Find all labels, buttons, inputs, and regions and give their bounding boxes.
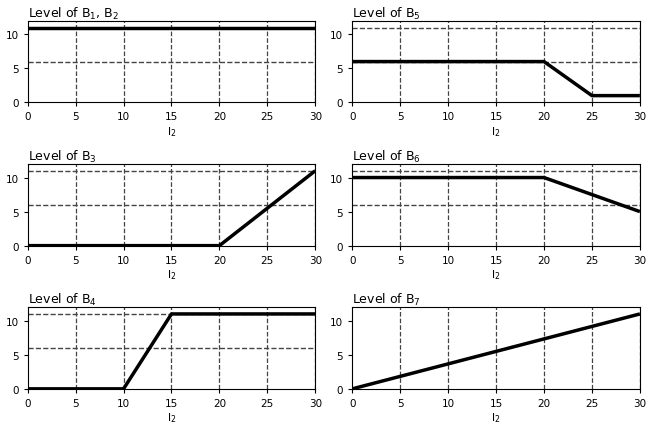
Text: Level of B$_5$: Level of B$_5$: [352, 6, 421, 22]
X-axis label: l$_2$: l$_2$: [167, 411, 176, 424]
X-axis label: l$_2$: l$_2$: [167, 125, 176, 139]
X-axis label: l$_2$: l$_2$: [167, 268, 176, 282]
Text: Level of B$_7$: Level of B$_7$: [352, 291, 421, 307]
Text: Level of B$_3$: Level of B$_3$: [27, 148, 96, 165]
X-axis label: l$_2$: l$_2$: [492, 268, 501, 282]
X-axis label: l$_2$: l$_2$: [492, 411, 501, 424]
Text: Level of B$_6$: Level of B$_6$: [352, 148, 421, 165]
X-axis label: l$_2$: l$_2$: [492, 125, 501, 139]
Text: Level of B$_1$, B$_2$: Level of B$_1$, B$_2$: [27, 6, 119, 22]
Text: Level of B$_4$: Level of B$_4$: [27, 291, 96, 307]
